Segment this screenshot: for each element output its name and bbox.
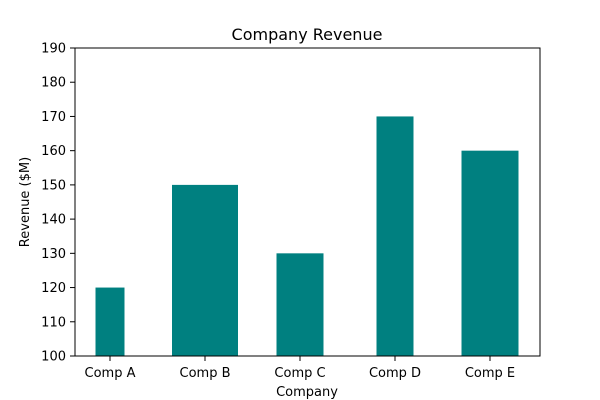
y-axis-ticks: 100 110 120 130 140 150 160 170 180 190 — [41, 42, 75, 365]
y-tick-label: 120 — [41, 281, 66, 296]
x-tick-label: Comp B — [180, 366, 231, 381]
chart-title: Company Revenue — [232, 25, 383, 44]
x-tick-label: Comp D — [369, 366, 421, 381]
y-tick-label: 130 — [41, 247, 66, 262]
y-tick-label: 110 — [41, 315, 66, 330]
y-tick-label: 140 — [41, 213, 66, 228]
x-tick-label: Comp A — [85, 366, 136, 381]
bars-group — [95, 116, 519, 356]
y-tick-label: 160 — [41, 144, 66, 159]
y-tick-label: 190 — [41, 42, 66, 57]
plot-area-frame — [74, 47, 541, 357]
bar-comp-a — [95, 287, 125, 356]
bar-comp-e — [461, 150, 519, 356]
y-tick-label: 150 — [41, 178, 66, 193]
bar-comp-d — [376, 116, 414, 356]
y-tick-label: 100 — [41, 350, 66, 365]
x-axis-label: Company — [276, 385, 338, 400]
x-tick-label: Comp C — [274, 366, 325, 381]
x-tick-label: Comp E — [465, 366, 515, 381]
y-axis-label: Revenue ($M) — [18, 157, 33, 247]
x-axis-ticks: Comp A Comp B Comp C Comp D Comp E — [85, 356, 515, 381]
y-tick-label: 170 — [41, 110, 66, 125]
y-tick-label: 180 — [41, 76, 66, 91]
bar-comp-b — [172, 184, 238, 356]
bar-comp-c — [276, 253, 324, 356]
